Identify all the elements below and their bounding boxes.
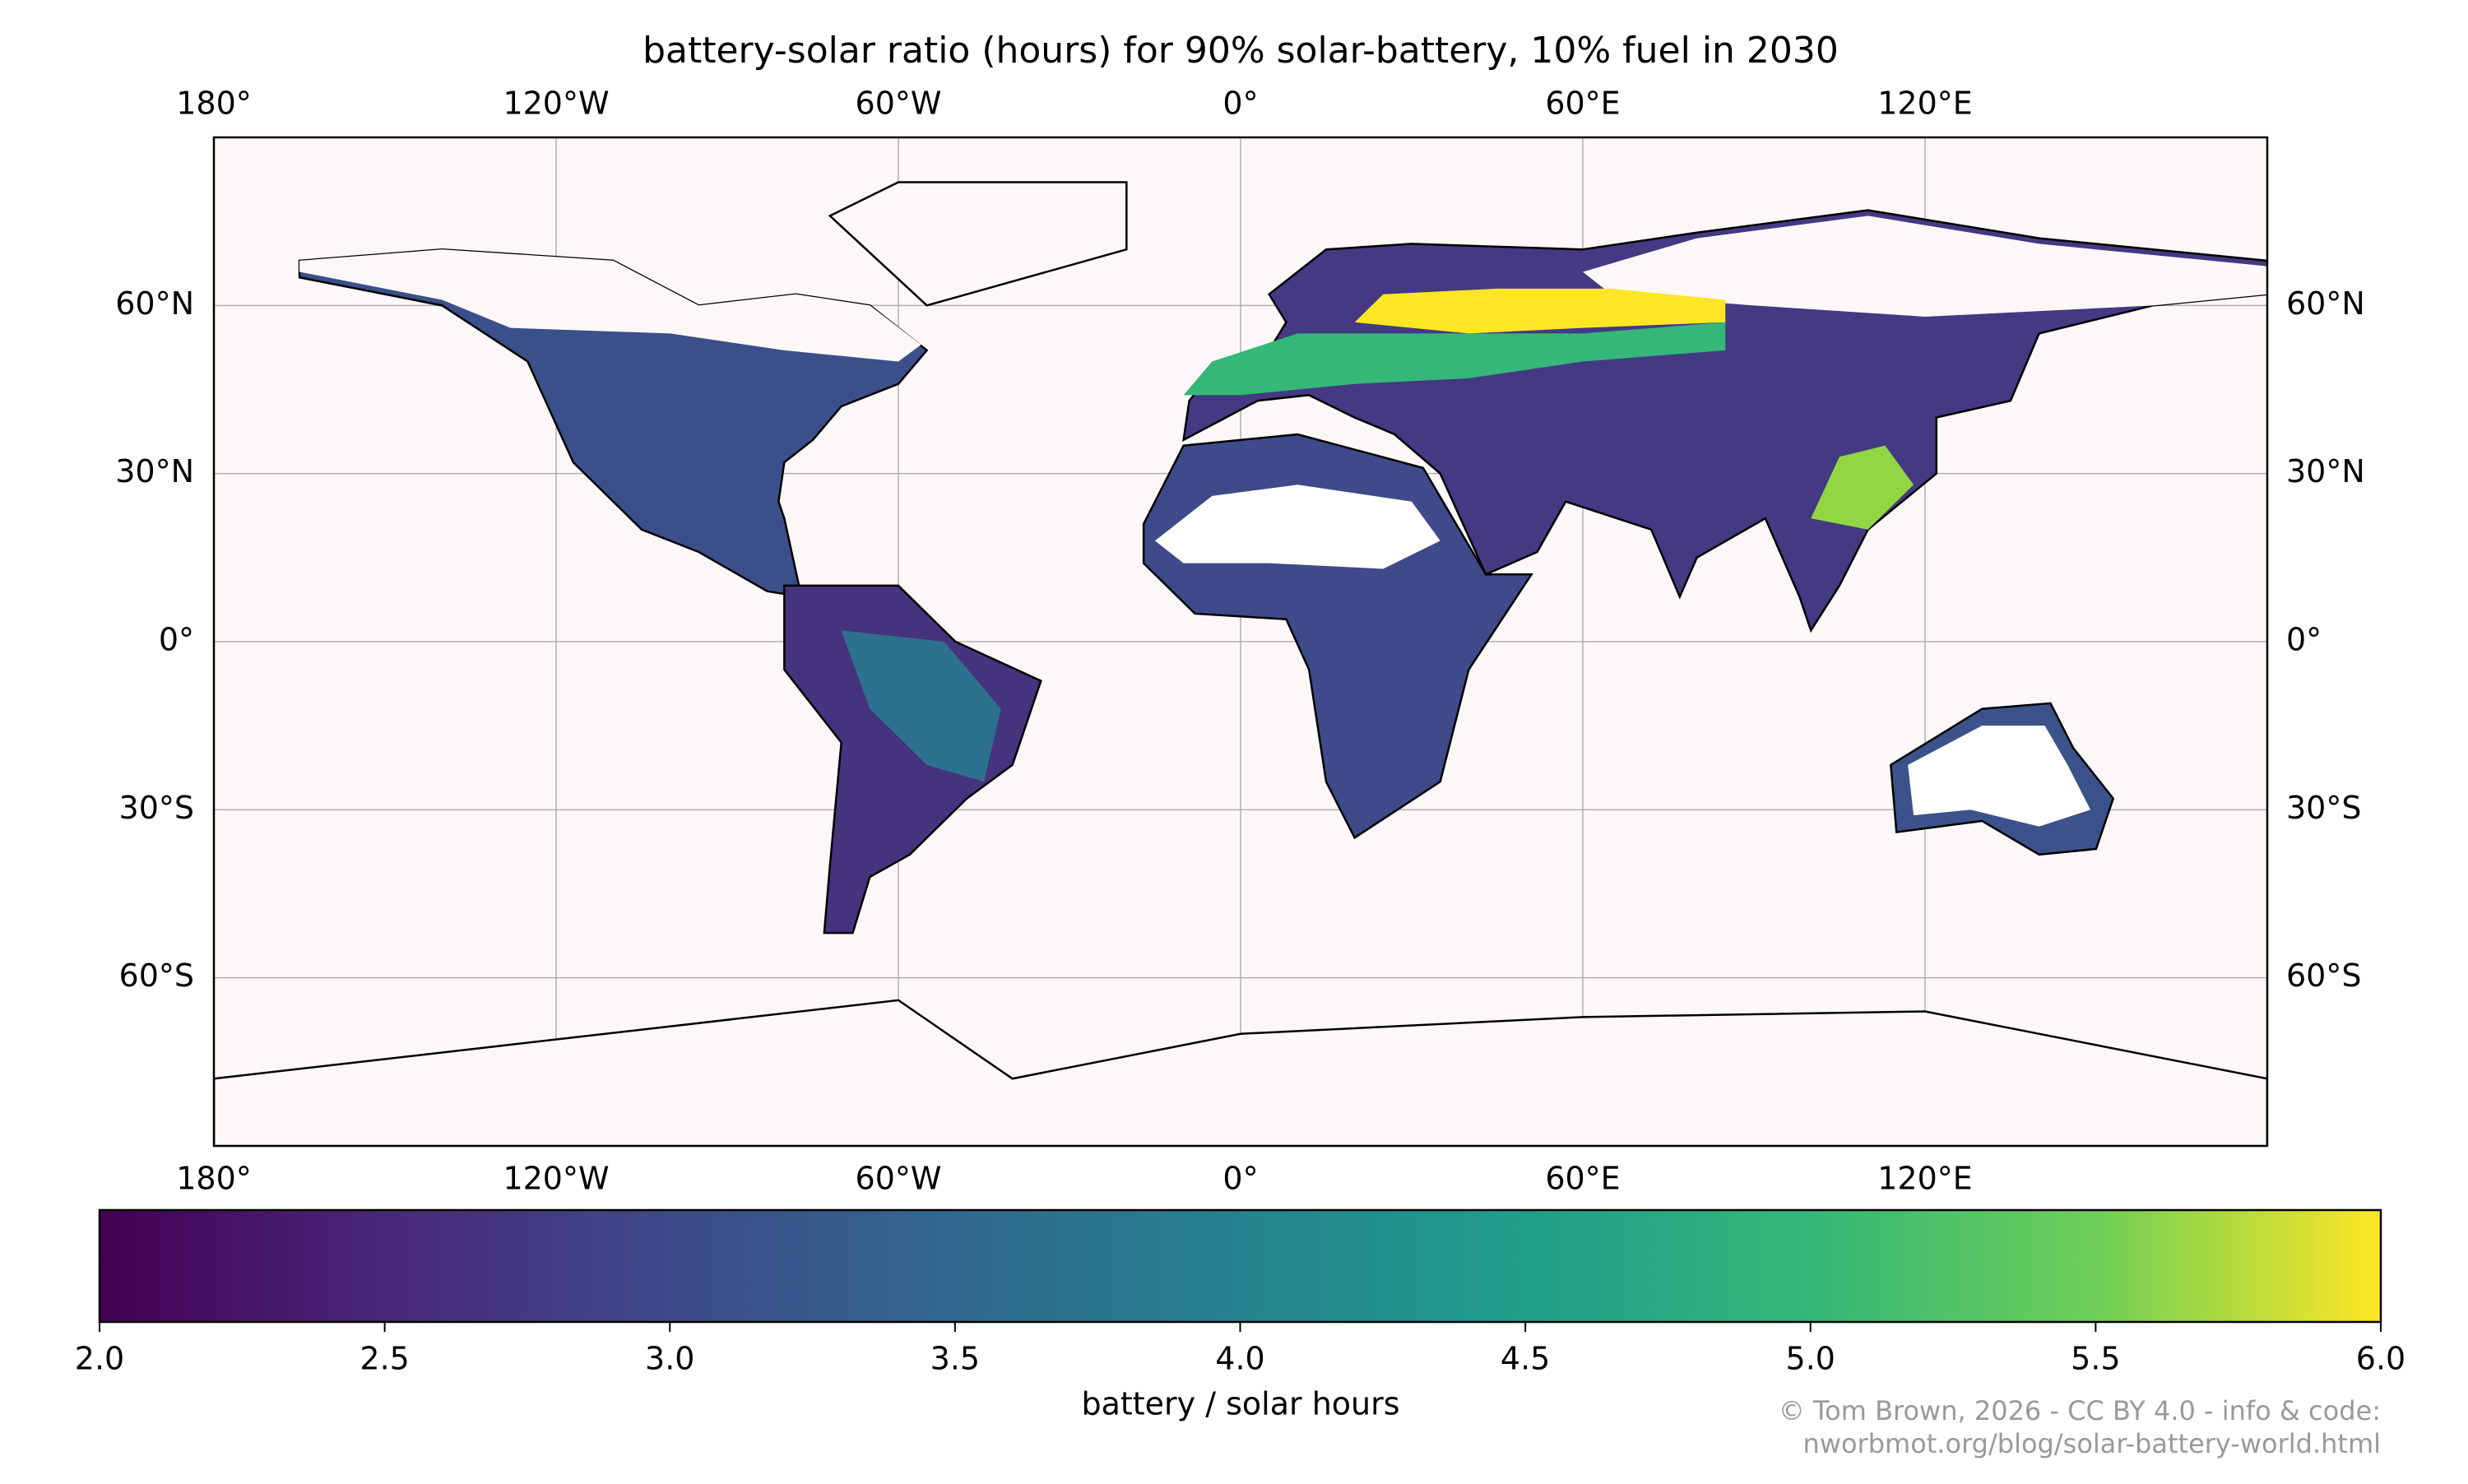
antarctica: [214, 1000, 2267, 1146]
colorbar-tick-label: 5.0: [1786, 1341, 1835, 1377]
y-tick-label: 60°N: [2286, 285, 2365, 322]
y-tick-label: 60°N: [115, 285, 194, 322]
colorbar-label: battery / solar hours: [1081, 1386, 1399, 1422]
x-tick-label: 180°: [176, 1161, 252, 1197]
colorbar-tick-label: 3.0: [645, 1341, 694, 1377]
x-tick-label: 120°E: [1877, 86, 1973, 122]
x-tick-label: 0°: [1222, 1161, 1258, 1197]
y-tick-label: 0°: [2286, 622, 2322, 658]
colorbar-tick-label: 5.5: [2071, 1341, 2120, 1377]
y-tick-label: 60°S: [2286, 958, 2361, 994]
y-tick-label: 60°S: [119, 958, 194, 994]
land: [214, 182, 2267, 1146]
x-tick-label: 60°E: [1545, 1161, 1620, 1197]
colorbar: [98, 1208, 2382, 1324]
x-tick-label: 60°W: [856, 1161, 942, 1197]
x-tick-label: 180°: [176, 86, 252, 122]
y-tick-label: 30°S: [119, 790, 194, 826]
colorbar-tick-label: 3.5: [930, 1341, 980, 1377]
x-tick-label: 0°: [1222, 86, 1258, 122]
y-tick-label: 30°N: [2286, 453, 2365, 489]
x-tick-label: 60°E: [1545, 86, 1620, 122]
australia-no-data: [1908, 726, 2091, 827]
siberia-no-data: [1582, 216, 2267, 317]
no-data-north: [299, 249, 921, 362]
colorbar-tick-label: 2.0: [75, 1341, 124, 1377]
x-tick-label: 120°E: [1877, 1161, 1973, 1197]
amazon-region: [841, 630, 1001, 782]
sahara-no-data: [1155, 485, 1440, 569]
colorbar-tick-label: 4.5: [1501, 1341, 1550, 1377]
south-america: [784, 586, 1041, 933]
x-tick-label: 60°W: [856, 86, 942, 122]
x-tick-label: 120°W: [503, 1161, 609, 1197]
colorbar-tick-label: 6.0: [2356, 1341, 2405, 1377]
y-tick-label: 30°N: [115, 453, 194, 489]
colorbar-tick-label: 2.5: [360, 1341, 409, 1377]
credit: nworbmot.org/blog/solar-battery-world.ht…: [1803, 1428, 2381, 1459]
russia-high: [1354, 288, 1726, 334]
credit: © Tom Brown, 2026 - CC BY 4.0 - info & c…: [1779, 1395, 2381, 1426]
map-title: battery-solar ratio (hours) for 90% sola…: [643, 30, 1839, 72]
map-frame: [212, 136, 2269, 1148]
europe-band: [1183, 322, 1726, 396]
colorbar-tick-label: 4.0: [1215, 1341, 1264, 1377]
greenland: [830, 182, 1127, 305]
x-tick-label: 120°W: [503, 86, 609, 122]
south-china: [1811, 445, 1914, 530]
y-tick-label: 30°S: [2286, 790, 2361, 826]
y-tick-label: 0°: [159, 622, 194, 658]
